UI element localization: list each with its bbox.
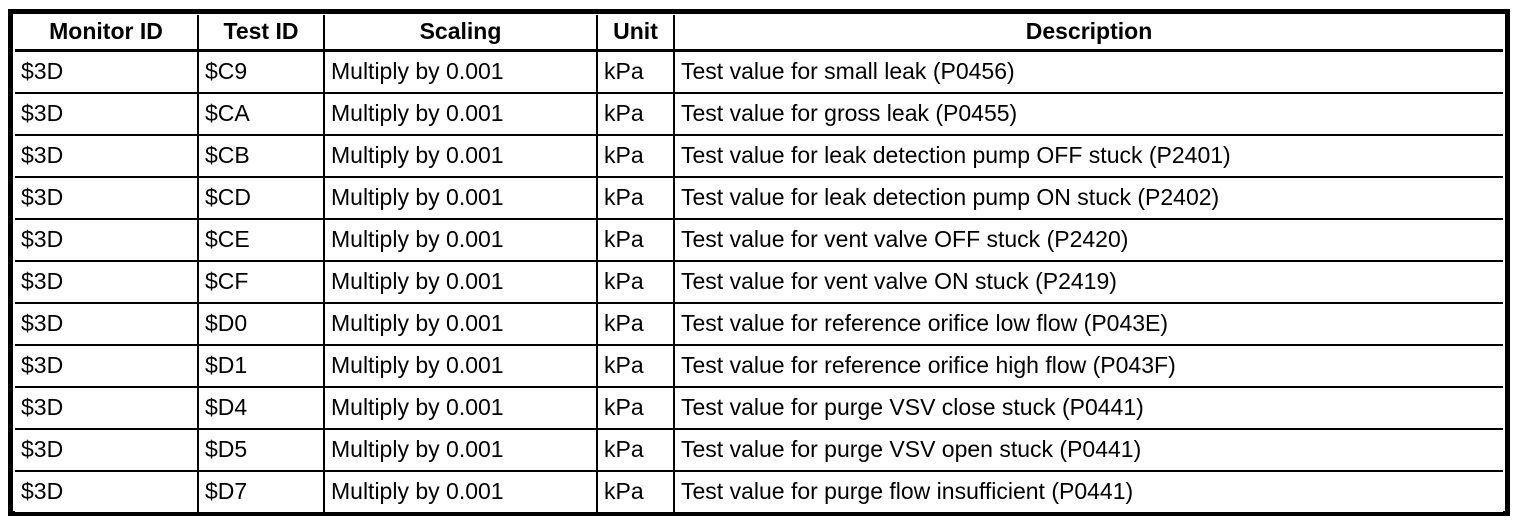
cell-scaling: Multiply by 0.001	[323, 49, 598, 94]
cell-description: Test value for purge flow insufficient (…	[673, 470, 1503, 512]
cell-test-id: $CF	[197, 260, 325, 304]
cell-unit: kPa	[596, 386, 675, 430]
cell-monitor-id: $3D	[15, 218, 199, 262]
cell-test-id: $D0	[197, 302, 325, 346]
cell-unit: kPa	[596, 134, 675, 178]
column-header-scaling: Scaling	[323, 15, 598, 52]
cell-test-id: $C9	[197, 49, 325, 94]
cell-scaling: Multiply by 0.001	[323, 428, 598, 472]
table-row: $3D $D7 Multiply by 0.001 kPa Test value for…	[15, 470, 1503, 512]
cell-monitor-id: $3D	[15, 386, 199, 430]
cell-scaling: Multiply by 0.001	[323, 176, 598, 220]
cell-unit: kPa	[596, 428, 675, 472]
cell-test-id: $D5	[197, 428, 325, 472]
cell-scaling: Multiply by 0.001	[323, 92, 598, 136]
table-row: $3D $CE Multiply by 0.001 kPa Test value for…	[15, 218, 1503, 262]
table-row: $3D $CD Multiply by 0.001 kPa Test value for…	[15, 176, 1503, 220]
monitor-test-table-container: Monitor ID Test ID Scaling Unit Description …	[8, 9, 1510, 516]
table-header: Monitor ID Test ID Scaling Unit Description	[15, 15, 1503, 52]
table-row: $3D $C9 Multiply by 0.001 kPa Test value for…	[15, 49, 1503, 94]
cell-test-id: $D4	[197, 386, 325, 430]
cell-monitor-id: $3D	[15, 49, 199, 94]
cell-monitor-id: $3D	[15, 302, 199, 346]
column-header-description: Description	[673, 15, 1503, 52]
cell-test-id: $CD	[197, 176, 325, 220]
cell-test-id: $CE	[197, 218, 325, 262]
cell-scaling: Multiply by 0.001	[323, 344, 598, 388]
monitor-test-table: Monitor ID Test ID Scaling Unit Description …	[15, 15, 1503, 512]
cell-scaling: Multiply by 0.001	[323, 260, 598, 304]
table-row: $3D $D1 Multiply by 0.001 kPa Test value for…	[15, 344, 1503, 388]
table-row: $3D $CB Multiply by 0.001 kPa Test value for…	[15, 134, 1503, 178]
cell-unit: kPa	[596, 260, 675, 304]
cell-scaling: Multiply by 0.001	[323, 386, 598, 430]
cell-unit: kPa	[596, 92, 675, 136]
cell-test-id: $CA	[197, 92, 325, 136]
cell-monitor-id: $3D	[15, 92, 199, 136]
cell-description: Test value for purge VSV close stuck (P0…	[673, 386, 1503, 430]
cell-description: Test value for vent valve OFF stuck (P24…	[673, 218, 1503, 262]
cell-scaling: Multiply by 0.001	[323, 218, 598, 262]
cell-monitor-id: $3D	[15, 260, 199, 304]
cell-test-id: $CB	[197, 134, 325, 178]
cell-monitor-id: $3D	[15, 344, 199, 388]
table-row: $3D $D5 Multiply by 0.001 kPa Test value for…	[15, 428, 1503, 472]
cell-monitor-id: $3D	[15, 428, 199, 472]
cell-test-id: $D7	[197, 470, 325, 512]
cell-unit: kPa	[596, 49, 675, 94]
cell-scaling: Multiply by 0.001	[323, 470, 598, 512]
column-header-monitor-id: Monitor ID	[15, 15, 199, 52]
cell-description: Test value for gross leak (P0455)	[673, 92, 1503, 136]
cell-monitor-id: $3D	[15, 134, 199, 178]
table-row: $3D $CA Multiply by 0.001 kPa Test value for…	[15, 92, 1503, 136]
table-body: $3D $C9 Multiply by 0.001 kPa Test value for…	[15, 49, 1503, 512]
column-header-test-id: Test ID	[197, 15, 325, 52]
cell-unit: kPa	[596, 344, 675, 388]
cell-description: Test value for leak detection pump ON st…	[673, 176, 1503, 220]
table-row: $3D $D4 Multiply by 0.001 kPa Test value for…	[15, 386, 1503, 430]
cell-unit: kPa	[596, 470, 675, 512]
cell-scaling: Multiply by 0.001	[323, 134, 598, 178]
cell-description: Test value for vent valve ON stuck (P241…	[673, 260, 1503, 304]
cell-unit: kPa	[596, 218, 675, 262]
cell-unit: kPa	[596, 302, 675, 346]
cell-monitor-id: $3D	[15, 470, 199, 512]
cell-description: Test value for purge VSV open stuck (P04…	[673, 428, 1503, 472]
cell-description: Test value for leak detection pump OFF s…	[673, 134, 1503, 178]
cell-monitor-id: $3D	[15, 176, 199, 220]
table-row: $3D $D0 Multiply by 0.001 kPa Test value for…	[15, 302, 1503, 346]
cell-test-id: $D1	[197, 344, 325, 388]
table-row: $3D $CF Multiply by 0.001 kPa Test value for…	[15, 260, 1503, 304]
cell-scaling: Multiply by 0.001	[323, 302, 598, 346]
cell-description: Test value for reference orifice low flo…	[673, 302, 1503, 346]
header-row: Monitor ID Test ID Scaling Unit Description	[15, 15, 1503, 52]
cell-unit: kPa	[596, 176, 675, 220]
cell-description: Test value for reference orifice high fl…	[673, 344, 1503, 388]
column-header-unit: Unit	[596, 15, 675, 52]
cell-description: Test value for small leak (P0456)	[673, 49, 1503, 94]
